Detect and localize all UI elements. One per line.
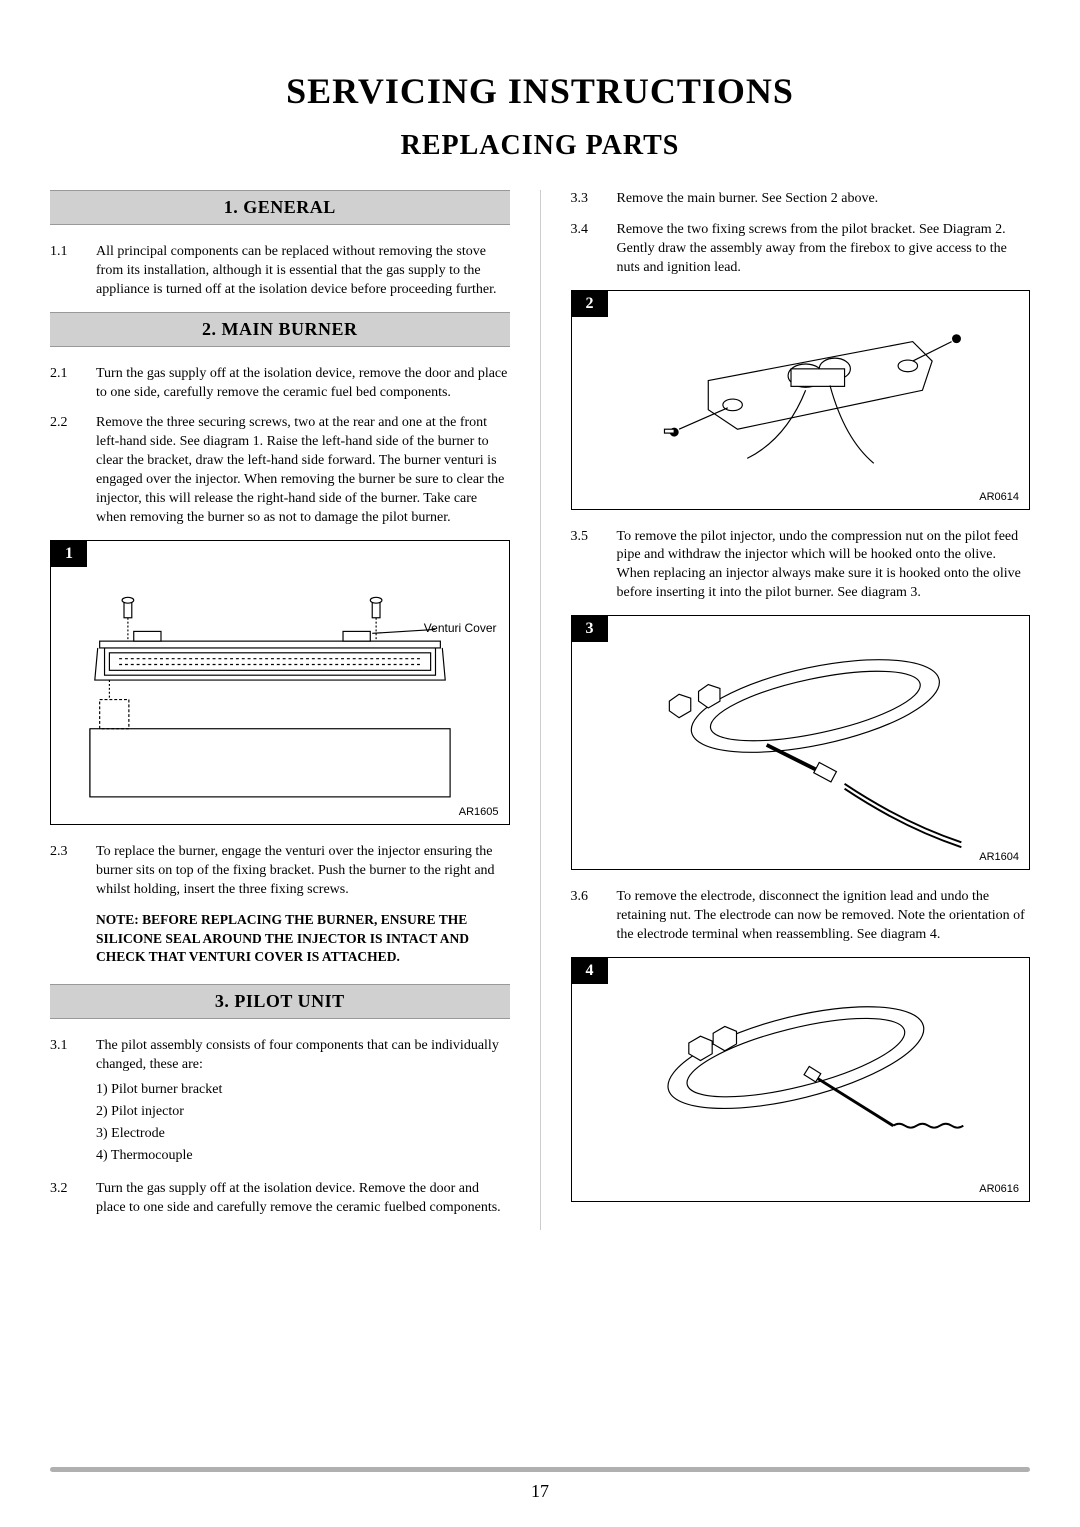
diagram-ref: AR1604 (979, 851, 1019, 863)
sublist-item: 1) Pilot burner bracket (96, 1081, 510, 1100)
diagram-label: 4 (572, 958, 608, 984)
item-text: To remove the electrode, disconnect the … (617, 888, 1031, 945)
page-title: SERVICING INSTRUCTIONS (50, 70, 1030, 112)
page-subtitle: REPLACING PARTS (50, 130, 1030, 162)
item-2-1: 2.1 Turn the gas supply off at the isola… (50, 365, 510, 403)
item-text: Remove the main burner. See Section 2 ab… (617, 190, 1031, 209)
item-text: To remove the pilot injector, undo the c… (617, 528, 1031, 604)
item-text: All principal components can be replaced… (96, 243, 510, 300)
right-column: 3.3 Remove the main burner. See Section … (571, 190, 1031, 1230)
diagram-3-svg (572, 616, 1030, 869)
section-header-pilot: 3. PILOT UNIT (50, 984, 510, 1019)
diagram-3: 3 AR1604 (571, 615, 1031, 870)
item-text: To replace the burner, engage the ventur… (96, 843, 510, 900)
section-header-general: 1. GENERAL (50, 190, 510, 225)
item-num: 3.5 (571, 528, 599, 604)
pilot-sublist: 1) Pilot burner bracket 2) Pilot injecto… (96, 1081, 510, 1166)
item-num: 2.2 (50, 414, 78, 527)
item-3-5: 3.5 To remove the pilot injector, undo t… (571, 528, 1031, 604)
burner-note: NOTE: BEFORE REPLACING THE BURNER, ENSUR… (96, 911, 510, 966)
item-text-span: The pilot assembly consists of four comp… (96, 1038, 499, 1072)
item-3-1: 3.1 The pilot assembly consists of four … (50, 1037, 510, 1168)
column-divider (540, 190, 541, 1230)
item-text: Remove the three securing screws, two at… (96, 414, 510, 527)
item-num: 3.1 (50, 1037, 78, 1168)
diagram-label: 1 (51, 541, 87, 567)
sublist-item: 4) Thermocouple (96, 1147, 510, 1166)
diagram-1: 1 (50, 540, 510, 825)
diagram-4-svg (572, 958, 1030, 1201)
item-num: 2.3 (50, 843, 78, 900)
item-text: Turn the gas supply off at the isolation… (96, 365, 510, 403)
item-1-1: 1.1 All principal components can be repl… (50, 243, 510, 300)
sublist-item: 2) Pilot injector (96, 1103, 510, 1122)
left-column: 1. GENERAL 1.1 All principal components … (50, 190, 510, 1230)
item-3-4: 3.4 Remove the two fixing screws from th… (571, 221, 1031, 278)
section-header-main-burner: 2. MAIN BURNER (50, 312, 510, 347)
diagram-1-svg (51, 541, 509, 824)
diagram-ref: AR1605 (459, 806, 499, 818)
item-text: Turn the gas supply off at the isolation… (96, 1180, 510, 1218)
diagram-label: 3 (572, 616, 608, 642)
item-2-2: 2.2 Remove the three securing screws, tw… (50, 414, 510, 527)
item-num: 3.3 (571, 190, 599, 209)
item-num: 3.2 (50, 1180, 78, 1218)
sublist-item: 3) Electrode (96, 1125, 510, 1144)
page-number: 17 (0, 1481, 1080, 1502)
item-3-2: 3.2 Turn the gas supply off at the isola… (50, 1180, 510, 1218)
diagram-2: 2 (571, 290, 1031, 510)
item-text: The pilot assembly consists of four comp… (96, 1037, 510, 1168)
item-num: 3.6 (571, 888, 599, 945)
item-num: 3.4 (571, 221, 599, 278)
item-3-6: 3.6 To remove the electrode, disconnect … (571, 888, 1031, 945)
item-3-3: 3.3 Remove the main burner. See Section … (571, 190, 1031, 209)
item-num: 2.1 (50, 365, 78, 403)
item-text: Remove the two fixing screws from the pi… (617, 221, 1031, 278)
content-columns: 1. GENERAL 1.1 All principal components … (50, 190, 1030, 1230)
diagram-annotation: Venturi Cover (424, 621, 497, 635)
item-num: 1.1 (50, 243, 78, 300)
footer-line (50, 1467, 1030, 1472)
diagram-4: 4 AR0616 (571, 957, 1031, 1202)
item-2-3: 2.3 To replace the burner, engage the ve… (50, 843, 510, 900)
diagram-ref: AR0614 (979, 491, 1019, 503)
diagram-2-svg (572, 291, 1030, 509)
diagram-ref: AR0616 (979, 1183, 1019, 1195)
diagram-label: 2 (572, 291, 608, 317)
